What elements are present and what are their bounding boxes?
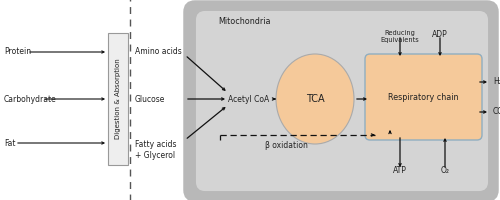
Text: Respiratory chain: Respiratory chain [388,92,458,102]
Text: Protein: Protein [4,47,31,56]
Text: Carbohydrate: Carbohydrate [4,95,57,104]
FancyBboxPatch shape [197,12,487,190]
Text: O₂: O₂ [440,166,450,175]
Text: ATP: ATP [393,166,407,175]
Text: Amino acids: Amino acids [135,47,182,56]
Text: β oxidation: β oxidation [265,140,308,150]
Text: Fat: Fat [4,138,16,148]
Text: H₂O: H₂O [493,77,500,86]
FancyBboxPatch shape [365,54,482,140]
Text: CO₂: CO₂ [493,108,500,116]
FancyBboxPatch shape [185,2,497,200]
FancyBboxPatch shape [108,33,128,165]
Text: Mitochondria: Mitochondria [218,18,270,26]
Text: Fatty acids
+ Glycerol: Fatty acids + Glycerol [135,140,176,160]
Ellipse shape [276,54,354,144]
Text: ADP: ADP [432,30,448,39]
Text: Glucose: Glucose [135,95,166,104]
Text: Reducing
Equivalents: Reducing Equivalents [380,30,420,43]
Text: Acetyl CoA: Acetyl CoA [228,95,269,104]
Text: Digestion & Absorption: Digestion & Absorption [115,59,121,139]
Text: TCA: TCA [306,94,324,104]
